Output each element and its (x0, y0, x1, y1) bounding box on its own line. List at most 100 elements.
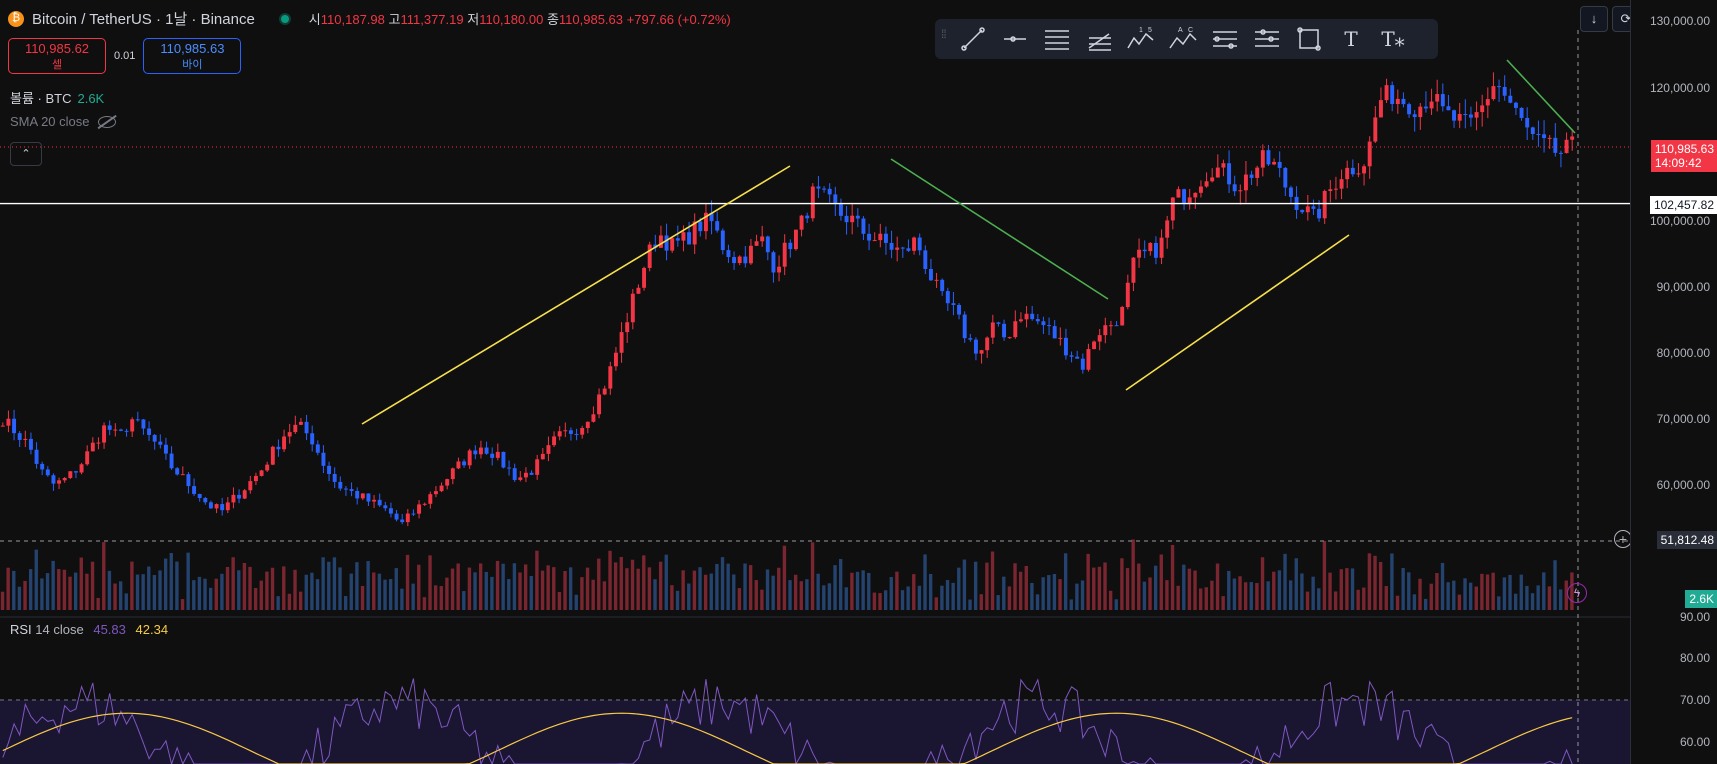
sell-button[interactable]: 110,985.62 셀 (8, 38, 106, 74)
candle-body (765, 236, 770, 253)
candle-body (906, 248, 911, 251)
rectangle-icon[interactable] (1289, 23, 1329, 55)
candle-body (1362, 166, 1367, 174)
volume-bar (1333, 591, 1338, 610)
volume-bar (1153, 565, 1158, 610)
volume-legend[interactable]: 볼륨 · BTC 2.6K (10, 88, 104, 107)
volume-bar (1513, 593, 1518, 610)
volume-bar (1182, 564, 1186, 610)
candle-body (237, 494, 242, 499)
rsi-legend[interactable]: RSI 14 close 45.83 42.34 (10, 622, 168, 637)
volume-bar (1007, 586, 1012, 610)
anchored-text-icon[interactable]: T⁎ (1373, 23, 1413, 55)
candle-body (833, 194, 838, 205)
candle-body (1092, 341, 1097, 350)
fib-retracement-icon[interactable] (1079, 23, 1119, 55)
date-range-icon[interactable] (1205, 23, 1245, 55)
volume-bar (1446, 582, 1450, 610)
candle-body (68, 471, 73, 478)
candle-body (1547, 137, 1552, 139)
volume-bar (360, 585, 365, 610)
axis-tick-70000: 70,000.00 (1656, 412, 1710, 426)
candle-body (1300, 209, 1305, 213)
eye-off-icon[interactable] (97, 115, 116, 128)
scroll-to-latest-button[interactable]: ↓ (1580, 6, 1608, 32)
volume-bar (1215, 563, 1220, 610)
candle-body (580, 428, 585, 435)
candle-body (388, 508, 393, 514)
volume-bar (186, 552, 190, 610)
volume-bar (1024, 565, 1028, 610)
chart-area[interactable] (0, 0, 1630, 764)
market-status-icon[interactable] (278, 12, 291, 25)
candle-body (270, 446, 275, 465)
volume-bar (698, 567, 702, 610)
axis-tick-60000: 60,000.00 (1656, 478, 1710, 492)
price-chart[interactable] (0, 0, 1630, 764)
volume-bar (1457, 594, 1462, 610)
volume-bar (945, 579, 950, 610)
candle-body (1272, 161, 1277, 165)
candle-body (1193, 192, 1198, 198)
volume-bar (1035, 594, 1040, 610)
candle-body (417, 504, 422, 514)
volume-bar (602, 581, 607, 610)
lightning-icon[interactable]: ϟ (1567, 583, 1587, 603)
parallel-channel-icon[interactable] (1037, 23, 1077, 55)
volume-bar (585, 567, 590, 610)
volume-bar (1092, 567, 1096, 610)
candle-body (625, 322, 630, 333)
volume-bar (889, 576, 893, 610)
symbol-title[interactable]: Bitcoin / TetherUS · 1날 · Binance (32, 11, 255, 28)
candle-body (1384, 85, 1389, 101)
volume-bar (636, 568, 640, 610)
buy-button[interactable]: 110,985.63 바이 (143, 38, 242, 74)
volume-bar (242, 562, 247, 610)
candle-body (1120, 307, 1125, 326)
trend-line-icon[interactable] (953, 23, 993, 55)
volume-bar (630, 559, 635, 610)
volume-bar (1440, 562, 1445, 610)
candle-body (698, 221, 703, 232)
volume-bar (428, 555, 432, 610)
candle-body (1052, 326, 1057, 339)
candle-body (315, 444, 320, 453)
price-axis[interactable]: 130,000.00 120,000.00 110,985.63 14:09:4… (1630, 0, 1717, 764)
volume-bar (163, 558, 168, 610)
candle-body (57, 480, 62, 484)
volume-bar (1120, 558, 1124, 610)
candle-body (1108, 325, 1113, 327)
volume-bar (1018, 571, 1023, 610)
horizontal-ray-icon[interactable] (995, 23, 1035, 55)
candle-body (501, 451, 506, 468)
volume-bar (197, 576, 202, 610)
candle-body (1069, 355, 1074, 357)
volume-bar (192, 580, 196, 610)
candle-body (1395, 98, 1400, 105)
collapse-legend-button[interactable]: ⌃ (10, 142, 42, 166)
volume-bar (1170, 544, 1175, 610)
candle-body (169, 453, 174, 469)
candle-body (287, 432, 292, 437)
price-range-icon[interactable] (1247, 23, 1287, 55)
volume-bar (1260, 557, 1265, 610)
volume-bar (1390, 553, 1394, 610)
volume-bar (1266, 581, 1270, 610)
candle-body (1407, 104, 1412, 115)
volume-bar (900, 590, 905, 610)
volume-bar (1142, 581, 1147, 610)
wave-label-c: C (1188, 27, 1193, 34)
candle-body (512, 468, 517, 480)
text-icon[interactable]: T (1331, 23, 1371, 55)
sma-legend[interactable]: SMA 20 close (10, 114, 116, 129)
volume-bar (90, 561, 95, 610)
candle-body (445, 479, 450, 486)
drag-handle-icon[interactable]: ⁞⁞ (941, 27, 947, 41)
volume-bar (625, 568, 629, 610)
candle-body (940, 279, 945, 292)
volume-bar (124, 593, 128, 610)
arrow-down-icon: ↓ (1590, 11, 1598, 26)
volume-bar (1221, 596, 1225, 610)
